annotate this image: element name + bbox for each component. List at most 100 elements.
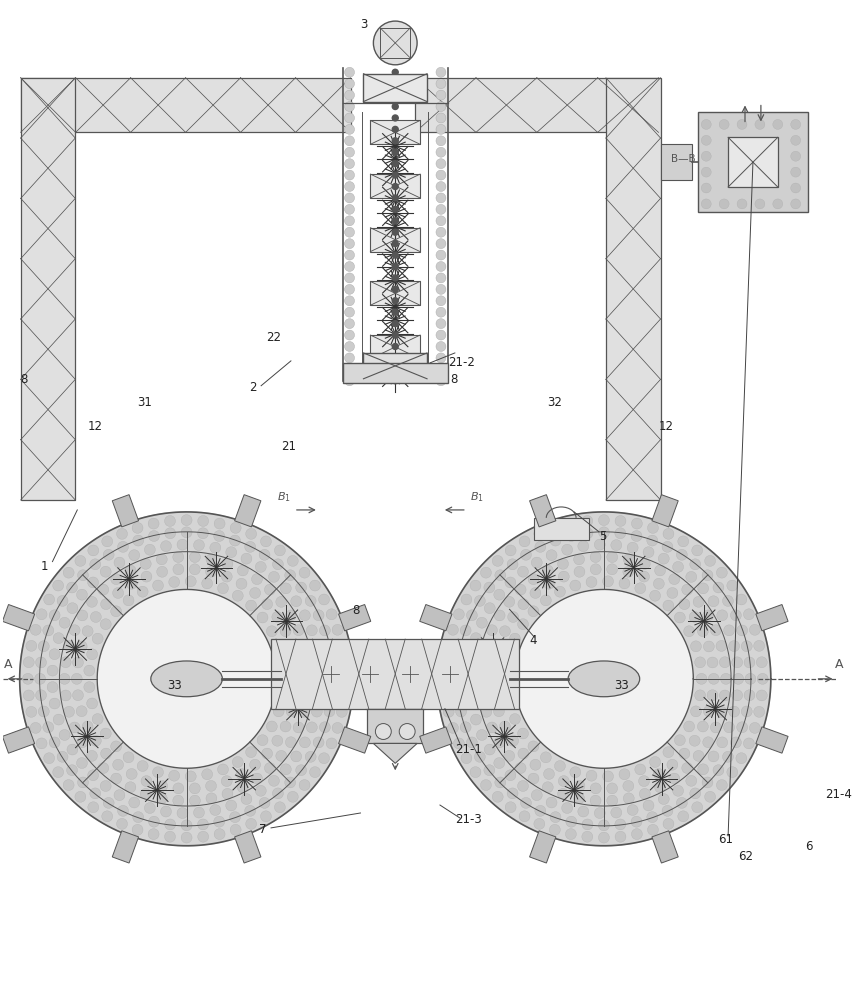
- Circle shape: [241, 794, 252, 805]
- Circle shape: [678, 811, 688, 822]
- Circle shape: [731, 610, 741, 621]
- Circle shape: [542, 565, 553, 576]
- Circle shape: [319, 722, 331, 733]
- Circle shape: [345, 227, 354, 237]
- Circle shape: [245, 805, 255, 816]
- Circle shape: [255, 785, 266, 796]
- Circle shape: [59, 617, 70, 628]
- Text: 31: 31: [137, 396, 152, 409]
- Circle shape: [607, 783, 617, 794]
- Circle shape: [736, 594, 746, 605]
- Circle shape: [252, 574, 262, 585]
- Circle shape: [654, 769, 664, 779]
- Circle shape: [214, 816, 225, 827]
- Circle shape: [221, 776, 232, 787]
- Circle shape: [440, 673, 450, 684]
- Circle shape: [303, 673, 314, 684]
- Circle shape: [185, 771, 196, 782]
- Circle shape: [299, 610, 311, 621]
- Bar: [234, 495, 261, 527]
- Circle shape: [392, 229, 398, 235]
- Circle shape: [667, 759, 678, 770]
- Circle shape: [327, 673, 339, 684]
- Circle shape: [562, 544, 573, 555]
- Circle shape: [595, 808, 605, 819]
- Circle shape: [444, 706, 454, 717]
- Circle shape: [36, 690, 47, 701]
- Circle shape: [528, 606, 539, 617]
- Circle shape: [490, 657, 501, 668]
- Circle shape: [285, 777, 296, 788]
- Circle shape: [436, 67, 446, 77]
- Circle shape: [123, 595, 134, 606]
- Circle shape: [332, 722, 343, 733]
- Circle shape: [686, 571, 697, 582]
- Text: 12: 12: [659, 420, 674, 433]
- Circle shape: [791, 151, 800, 161]
- Circle shape: [63, 780, 74, 791]
- Circle shape: [286, 641, 297, 652]
- Circle shape: [582, 831, 593, 842]
- Circle shape: [615, 516, 626, 526]
- Circle shape: [464, 682, 476, 693]
- Circle shape: [791, 119, 800, 129]
- Circle shape: [690, 559, 700, 570]
- Circle shape: [43, 753, 55, 764]
- Circle shape: [296, 582, 306, 593]
- Circle shape: [339, 690, 350, 701]
- Circle shape: [717, 737, 727, 748]
- Circle shape: [436, 124, 446, 134]
- Circle shape: [436, 159, 446, 169]
- Circle shape: [392, 206, 398, 212]
- Circle shape: [345, 330, 354, 340]
- Circle shape: [69, 625, 80, 636]
- Circle shape: [530, 759, 541, 770]
- Circle shape: [674, 735, 686, 746]
- Circle shape: [565, 829, 576, 840]
- Text: B—B: B—B: [671, 154, 696, 164]
- Circle shape: [534, 818, 545, 829]
- Circle shape: [59, 730, 70, 740]
- Bar: [529, 831, 556, 863]
- Circle shape: [481, 567, 491, 578]
- Circle shape: [306, 751, 316, 762]
- Circle shape: [392, 241, 398, 247]
- Circle shape: [276, 596, 286, 607]
- Circle shape: [392, 69, 398, 75]
- Circle shape: [701, 167, 711, 177]
- Polygon shape: [515, 589, 694, 768]
- Circle shape: [43, 722, 54, 733]
- Circle shape: [302, 657, 313, 668]
- Text: 32: 32: [547, 396, 562, 409]
- Circle shape: [345, 79, 354, 89]
- Circle shape: [53, 633, 64, 644]
- Circle shape: [582, 528, 593, 539]
- Circle shape: [392, 92, 398, 98]
- Circle shape: [266, 721, 277, 732]
- Text: 33: 33: [614, 679, 628, 692]
- Circle shape: [177, 539, 188, 550]
- Circle shape: [168, 577, 180, 587]
- Circle shape: [466, 610, 477, 621]
- Circle shape: [287, 791, 299, 802]
- Circle shape: [773, 199, 783, 209]
- Circle shape: [392, 344, 398, 349]
- Circle shape: [724, 625, 734, 636]
- Circle shape: [436, 239, 446, 249]
- Circle shape: [345, 90, 354, 100]
- Text: 1: 1: [41, 560, 48, 573]
- Circle shape: [214, 531, 225, 541]
- Circle shape: [732, 690, 743, 701]
- Circle shape: [90, 612, 102, 622]
- Circle shape: [345, 307, 354, 317]
- Circle shape: [508, 735, 518, 746]
- Bar: [364, 74, 427, 102]
- Circle shape: [185, 576, 196, 587]
- Circle shape: [611, 540, 621, 551]
- Circle shape: [531, 557, 542, 568]
- Circle shape: [75, 791, 86, 802]
- Circle shape: [100, 619, 111, 630]
- Circle shape: [647, 535, 658, 546]
- Text: A: A: [3, 658, 12, 671]
- Circle shape: [246, 818, 257, 829]
